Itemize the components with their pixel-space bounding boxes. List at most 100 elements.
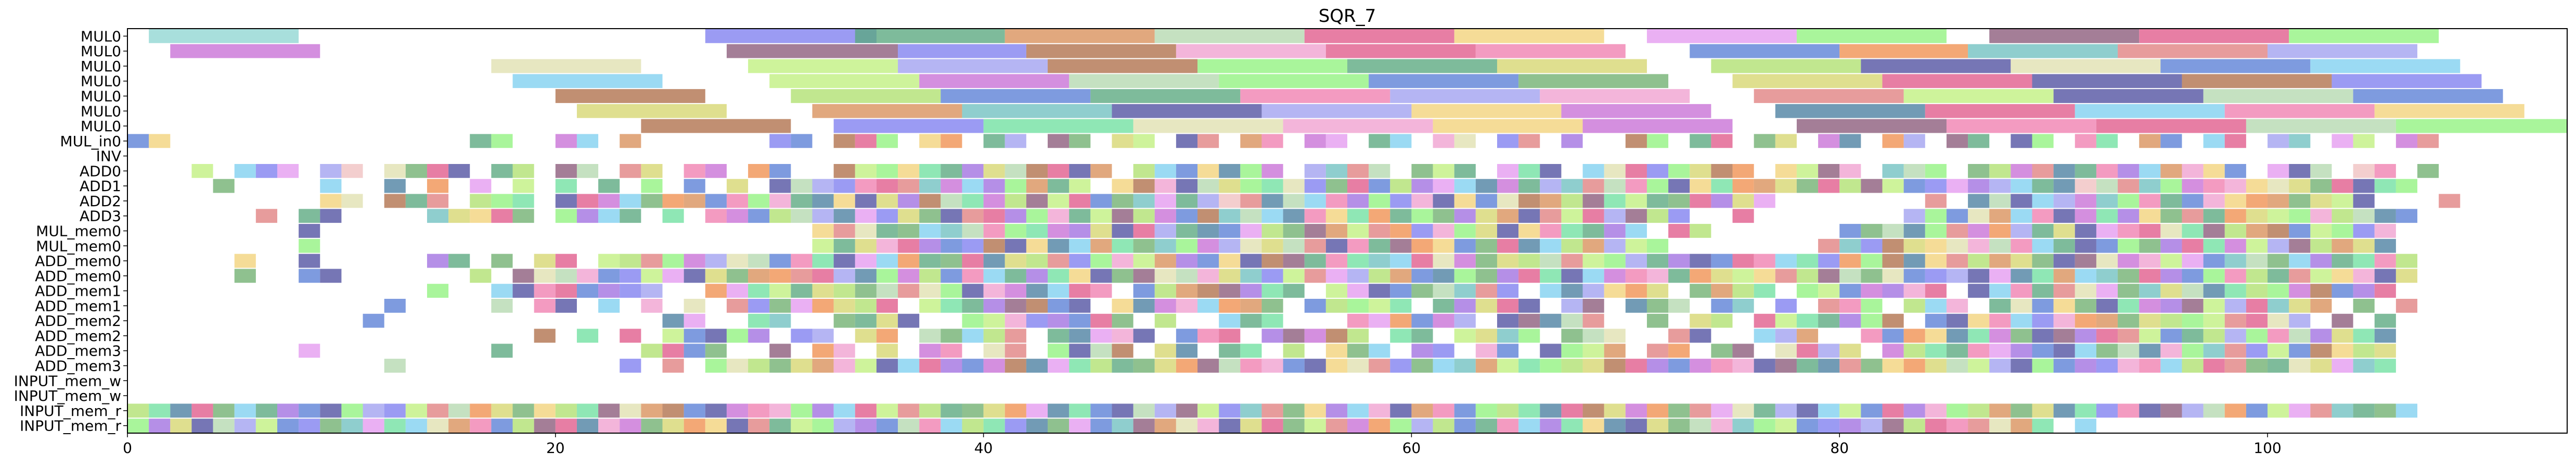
task-bar — [2374, 164, 2396, 178]
task-bar — [598, 254, 620, 268]
task-bar — [2075, 403, 2096, 418]
task-bar — [1668, 224, 1690, 238]
task-bar — [2032, 179, 2054, 193]
task-bar — [576, 403, 599, 418]
task-bar — [1475, 328, 1497, 343]
task-bar — [576, 419, 599, 433]
task-bar — [2182, 269, 2204, 283]
task-bar — [1219, 194, 1241, 208]
task-bar — [2353, 299, 2375, 313]
task-bar — [1989, 344, 2011, 358]
task-bar — [427, 419, 449, 433]
task-bar — [1668, 269, 1690, 283]
task-bar — [127, 134, 149, 148]
task-bar — [1475, 179, 1497, 193]
task-bar — [1154, 299, 1176, 313]
task-bar — [1433, 194, 1454, 208]
task-bar — [2353, 164, 2375, 178]
task-bar — [2332, 328, 2353, 343]
task-bar — [1411, 238, 1433, 253]
y-tick-label: ADD_mem2 — [35, 327, 121, 345]
task-bar — [1711, 194, 1733, 208]
task-bar — [620, 403, 641, 418]
task-bar — [299, 419, 320, 433]
task-bar — [1369, 238, 1390, 253]
task-bar — [1518, 328, 1540, 343]
task-bar — [876, 359, 898, 373]
task-bar — [898, 313, 920, 328]
task-bar — [1796, 359, 1819, 373]
task-bar — [1946, 209, 1968, 223]
task-bar — [876, 419, 898, 433]
task-bar — [2268, 403, 2289, 418]
task-bar — [191, 419, 213, 433]
task-bar — [1540, 224, 1562, 238]
task-bar — [1925, 313, 1947, 328]
task-bar — [684, 328, 705, 343]
task-bar — [1475, 419, 1497, 433]
task-bar — [1925, 224, 1947, 238]
task-bar — [1090, 328, 1112, 343]
task-bar — [555, 134, 577, 148]
task-bar — [1433, 419, 1454, 433]
task-bar — [2053, 284, 2075, 298]
task-bar — [299, 224, 320, 238]
task-bar — [1090, 89, 1241, 103]
task-bar — [1112, 224, 1134, 238]
task-bar — [2332, 224, 2353, 238]
task-bar — [1989, 179, 2011, 193]
task-bar — [405, 419, 427, 433]
task-bar — [1069, 419, 1091, 433]
task-bar — [1882, 179, 1904, 193]
task-bar — [1882, 224, 1904, 238]
task-bar — [962, 209, 984, 223]
task-bar — [962, 313, 984, 328]
task-bar — [769, 419, 791, 433]
task-bar — [1582, 299, 1604, 313]
task-bar — [299, 238, 320, 253]
task-bar — [1004, 179, 1026, 193]
task-bar — [748, 284, 770, 298]
task-bar — [1347, 164, 1369, 178]
task-bar — [1668, 419, 1690, 433]
task-bar — [1154, 254, 1176, 268]
task-bar — [1090, 209, 1112, 223]
task-bar — [748, 59, 898, 73]
task-bar — [1154, 238, 1176, 253]
task-bar — [2353, 344, 2375, 358]
task-bar — [1711, 179, 1733, 193]
task-bar — [576, 284, 599, 298]
task-bar — [1775, 344, 1797, 358]
y-tick-label: INV — [96, 148, 121, 165]
task-bar — [1925, 299, 1947, 313]
task-bar — [1561, 224, 1583, 238]
task-bar — [1796, 119, 1947, 133]
task-bar — [1048, 269, 1070, 283]
task-bar — [1540, 359, 1562, 373]
task-bar — [1540, 164, 1562, 178]
task-bar — [2011, 359, 2032, 373]
task-bar — [1968, 403, 1990, 418]
task-bar — [1582, 284, 1604, 298]
task-bar — [1219, 403, 1241, 418]
task-bar — [876, 313, 898, 328]
task-bar — [1390, 224, 1412, 238]
task-bar — [2374, 359, 2396, 373]
task-bar — [1497, 419, 1519, 433]
task-bar — [919, 403, 941, 418]
task-bar — [448, 419, 470, 433]
task-bar — [1069, 224, 1091, 238]
task-bar — [2032, 313, 2054, 328]
task-bar — [1925, 359, 1947, 373]
task-bar — [662, 269, 684, 283]
task-bar — [1561, 134, 1583, 148]
task-bar — [1861, 359, 1883, 373]
task-bar — [2203, 344, 2225, 358]
task-bar — [620, 269, 641, 283]
task-bar — [2268, 179, 2289, 193]
task-bar — [1968, 328, 1990, 343]
task-bar — [1625, 403, 1647, 418]
task-bar — [1069, 403, 1091, 418]
task-bar — [1475, 403, 1497, 418]
task-bar — [662, 254, 684, 268]
